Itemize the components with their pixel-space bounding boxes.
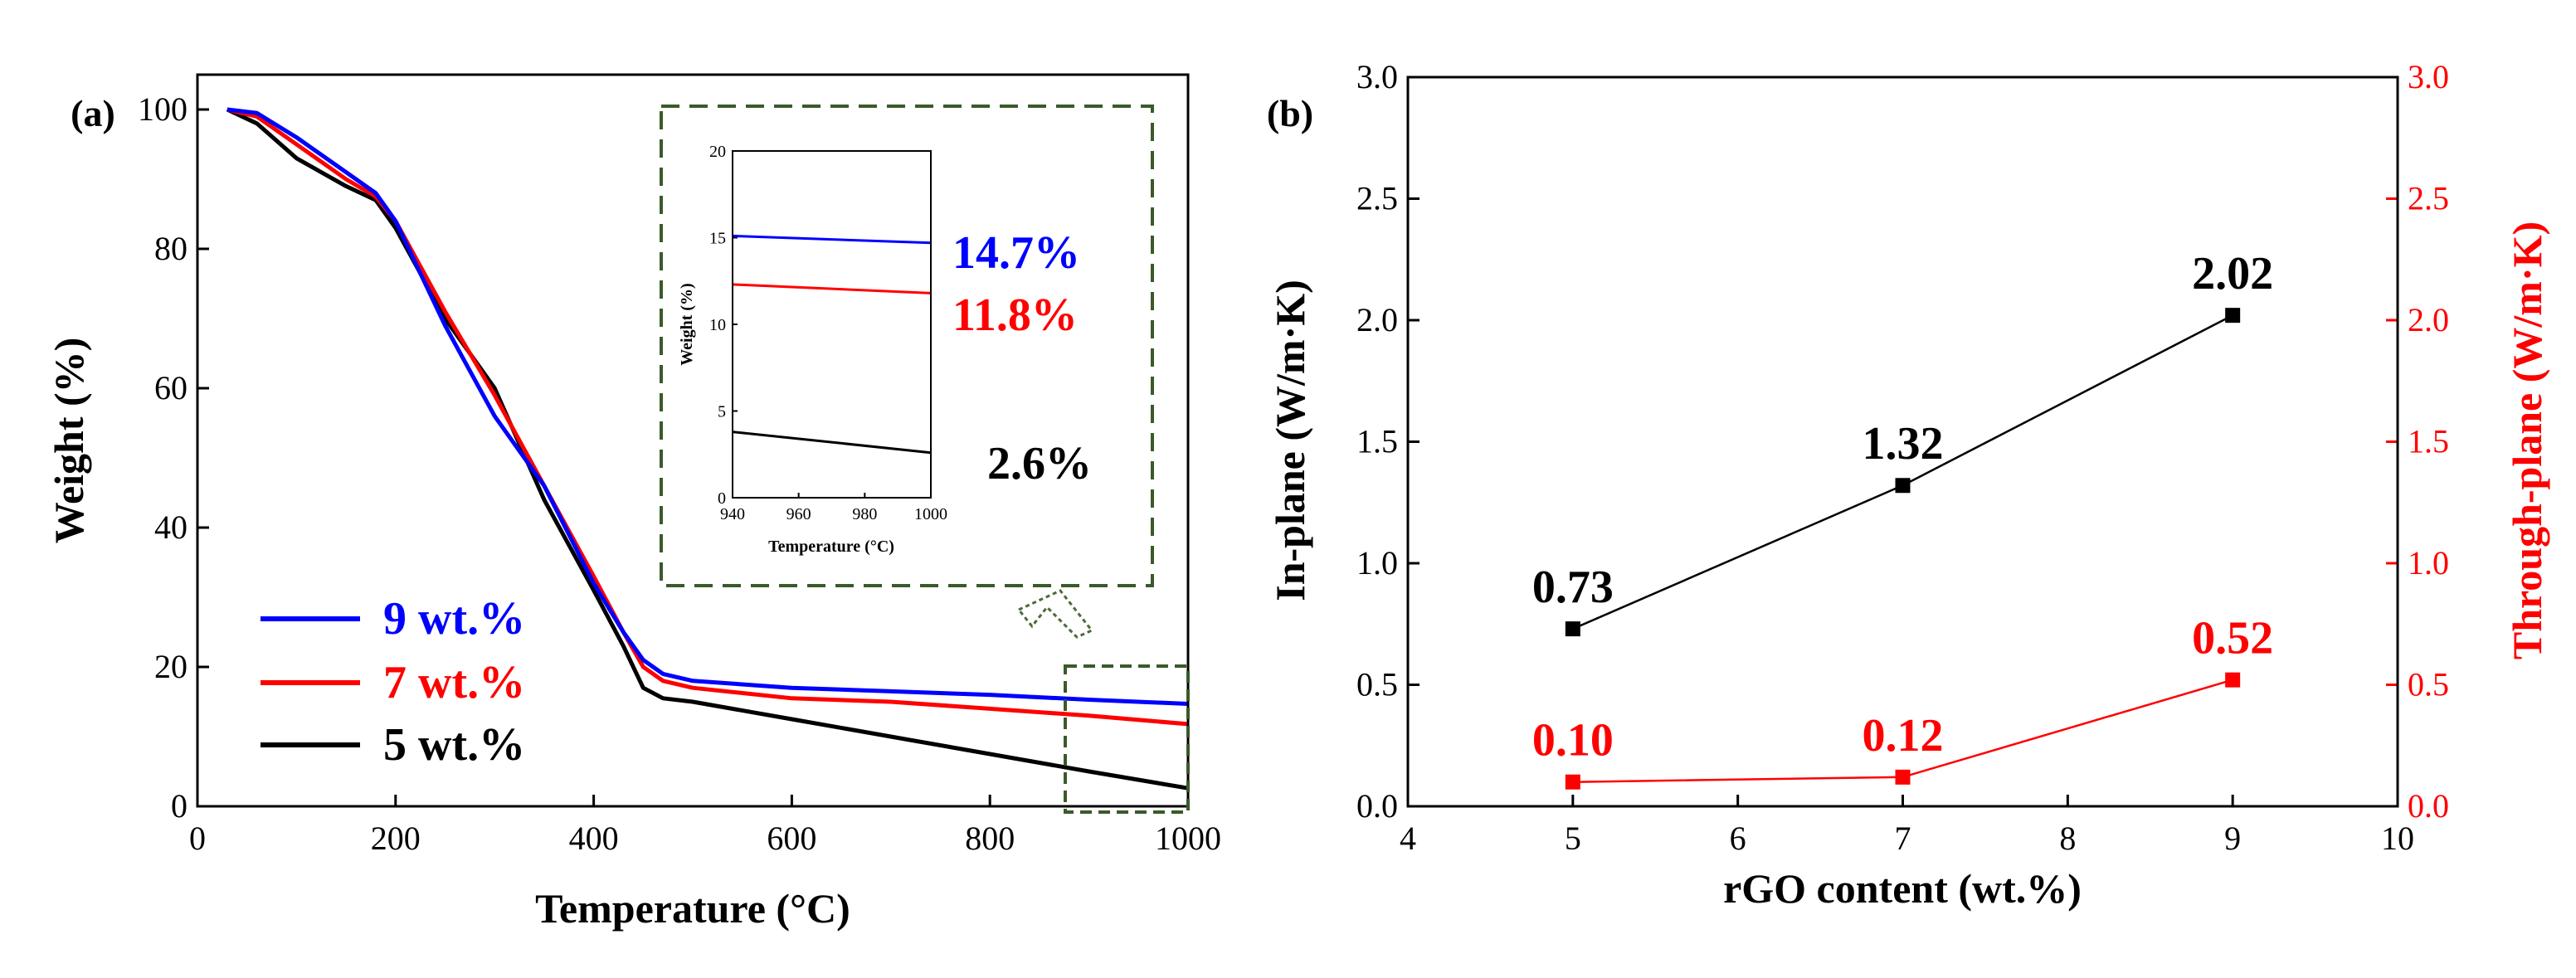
a-xtick-label-4: 800: [965, 820, 1015, 857]
b-ytick-right-label-4: 2.0: [2408, 301, 2449, 338]
a-series-line-2: [226, 107, 1189, 791]
b-xtick-label-6: 10: [2381, 820, 2414, 857]
legend-label-9wt: 9 wt.%: [383, 593, 525, 645]
callout-9wt: 14.7%: [952, 227, 1080, 279]
b-point-0-0: [1565, 621, 1580, 637]
a-series-line-1: [226, 107, 1189, 727]
inset-series: [732, 234, 932, 455]
inset-plot-frame: [732, 150, 932, 499]
inset-ticks: 940 960 980 1000 0 5 10 15 20: [709, 143, 947, 523]
a-ytick-label-5: 100: [138, 90, 187, 128]
b-xtick-label-4: 8: [2059, 820, 2076, 857]
b-ytick-left-label-6: 3.0: [1356, 58, 1398, 95]
panel-b-xlabel: rGO content (wt.%): [1723, 865, 2082, 912]
b-ytick-left-label-1: 0.5: [1356, 666, 1398, 703]
b-ytick-right-label-5: 2.5: [2408, 180, 2449, 217]
callout-5wt: 2.6%: [987, 438, 1092, 489]
b-ytick-right-label-0: 0.0: [2408, 787, 2449, 825]
inset-series-line-1: [732, 283, 932, 294]
b-xtick-label-1: 5: [1565, 820, 1581, 857]
b-point-label-1-1: 0.12: [1863, 710, 1944, 761]
inset-ylabel: Weight (%): [678, 283, 696, 365]
inset-ytick-label-1: 5: [718, 403, 726, 421]
b-xtick-label-2: 6: [1730, 820, 1746, 857]
inset-series-line-2: [732, 431, 932, 455]
inset-xlabel: Temperature (°C): [768, 538, 894, 556]
b-ytick-right-label-1: 0.5: [2408, 666, 2449, 703]
panel-b: (b) 4 5 6 7 8 9 100.00.51.01.52.02.53.00.00.51…: [1267, 58, 2550, 912]
panel-a-xlabel: Temperature (°C): [535, 885, 850, 932]
inset-series-line-0: [732, 234, 932, 245]
a-ytick-label-0: 0: [171, 787, 187, 825]
b-point-label-1-0: 0.10: [1532, 715, 1614, 766]
panel-a-ylabel: Weight (%): [46, 338, 92, 544]
a-ytick-label-4: 80: [154, 230, 187, 267]
b-point-label-0-0: 0.73: [1532, 562, 1614, 613]
a-xtick-label-3: 600: [767, 820, 816, 857]
legend-label-5wt: 5 wt.%: [383, 719, 525, 771]
inset-xtick-label-3: 1000: [914, 505, 947, 523]
inset-ytick-label-2: 10: [709, 316, 726, 334]
a-ytick-label-2: 40: [154, 508, 187, 546]
b-xtick-label-3: 7: [1895, 820, 1911, 857]
a-series-line-0: [226, 107, 1189, 706]
panel-b-ticks: 4 5 6 7 8 9 100.00.51.01.52.02.53.00.00.51.01.…: [1356, 58, 2449, 857]
panel-a-label: (a): [71, 92, 115, 134]
b-ytick-left-label-5: 2.5: [1356, 180, 1398, 217]
b-xtick-label-5: 9: [2224, 820, 2241, 857]
inset-xtick-label-1: 960: [786, 505, 811, 523]
b-ytick-left-label-2: 1.0: [1356, 544, 1398, 581]
panel-a-plot-frame: [196, 73, 1190, 808]
inset-frame: [660, 105, 1154, 587]
inset-ytick-label-4: 20: [709, 143, 726, 161]
b-point-0-2: [2225, 308, 2241, 324]
zoom-arrow: [1016, 589, 1094, 639]
panel-b-ylabel-right: Through-plane (W/m·K): [2504, 221, 2550, 659]
legend-label-7wt: 7 wt.%: [383, 657, 525, 708]
panel-b-label: (b): [1267, 92, 1313, 134]
b-point-label-1-2: 0.52: [2192, 613, 2273, 664]
inset-xtick-label-0: 940: [720, 505, 745, 523]
b-ytick-right-label-3: 1.5: [2408, 423, 2449, 460]
b-ytick-left-label-0: 0.0: [1356, 787, 1398, 825]
callout-7wt: 11.8%: [952, 290, 1078, 341]
a-xtick-label-0: 0: [189, 820, 206, 857]
b-ytick-left-label-3: 1.5: [1356, 423, 1398, 460]
panel-b-ylabel-left: In-plane (W/m·K): [1267, 280, 1313, 601]
panel-b-series: 0.73 1.32 2.02 0.10 0.12 0.52: [1532, 248, 2273, 790]
a-ytick-label-3: 60: [154, 369, 187, 406]
inset-ytick-label-0: 0: [718, 489, 726, 508]
panel-b-plot-frame: [1406, 75, 2399, 808]
panel-a-series: [226, 107, 1189, 791]
legend: 9 wt.% 7 wt.% 5 wt.%: [261, 593, 525, 771]
b-ytick-left-label-4: 2.0: [1356, 301, 1398, 338]
b-point-1-2: [2225, 672, 2241, 688]
b-series-line-0: [1572, 314, 2233, 630]
b-ytick-right-label-2: 1.0: [2408, 544, 2449, 581]
a-ytick-label-1: 20: [154, 648, 187, 685]
inset-xtick-label-2: 980: [852, 505, 877, 523]
a-xtick-label-1: 200: [371, 820, 421, 857]
b-point-1-1: [1895, 769, 1911, 785]
b-ytick-right-label-6: 3.0: [2408, 58, 2449, 95]
b-point-0-1: [1895, 478, 1911, 494]
b-point-label-0-2: 2.02: [2192, 248, 2273, 299]
inset-ytick-label-3: 15: [709, 230, 726, 248]
b-xtick-label-0: 4: [1400, 820, 1416, 857]
b-point-1-0: [1565, 774, 1580, 790]
b-point-label-0-1: 1.32: [1863, 418, 1944, 470]
a-xtick-label-5: 1000: [1155, 820, 1221, 857]
a-xtick-label-2: 400: [569, 820, 619, 857]
zoom-region-box: [1064, 664, 1190, 814]
